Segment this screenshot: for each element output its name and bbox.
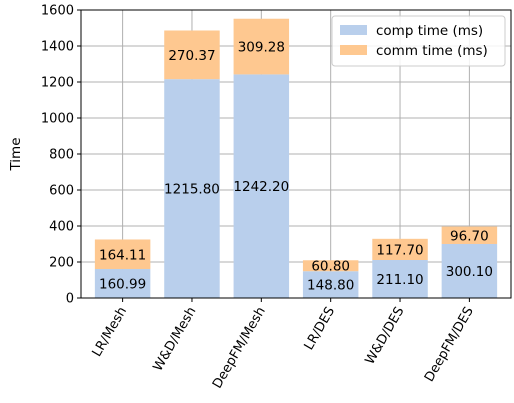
y-tick-label: 1200 [41, 76, 74, 91]
legend-swatch [340, 45, 367, 55]
data-label: 1215.80 [164, 182, 220, 198]
x-tick-label: DeepFM/Mesh [210, 305, 269, 392]
x-tick-label: W&D/DES [363, 305, 408, 368]
bar-comp [94, 269, 151, 298]
y-tick-label: 400 [49, 220, 74, 235]
bar-comp [441, 243, 498, 298]
bar-comm [372, 238, 428, 261]
bar-comp [233, 74, 290, 299]
legend-box [331, 15, 506, 67]
legend-label: comm time (ms) [376, 43, 488, 59]
data-label: 96.70 [450, 228, 489, 244]
y-tick-label: 200 [49, 256, 74, 271]
legend-label: comp time (ms) [376, 23, 483, 39]
bars [94, 18, 498, 299]
data-labels: 160.99 1215.80 1242.20 148.80 211.10 300.10 16… [99, 40, 493, 294]
y-tick-label: 600 [49, 184, 74, 199]
bar-comp [302, 271, 359, 298]
bar-comm [164, 30, 220, 80]
data-label: 211.10 [376, 272, 423, 288]
y-tick-label: 800 [49, 148, 74, 163]
data-label: 1242.20 [233, 179, 289, 195]
x-tick-label: DeepFM/DES [422, 305, 477, 385]
y-tick-label: 1000 [41, 112, 74, 127]
y-tick-label: 0 [66, 292, 74, 307]
data-label: 270.37 [168, 48, 215, 64]
y-tick-label: 1600 [41, 4, 74, 19]
bar-comm [441, 226, 498, 244]
y-axis-label: Time [8, 137, 24, 171]
x-axis-ticks: LR/Mesh W&D/Mesh DeepFM/Mesh LR/DES W&D/DES D… [90, 298, 477, 391]
data-label: 309.28 [238, 40, 285, 56]
x-tick-label: LR/Mesh [90, 305, 130, 360]
data-label: 300.10 [446, 264, 493, 280]
bar-comm [94, 239, 151, 270]
y-axis-ticks: 0 200 400 600 800 1000 1200 1400 1600 [41, 4, 81, 307]
bar-comp [372, 260, 428, 298]
bar-comm [302, 260, 359, 272]
data-label: 164.11 [99, 247, 146, 263]
legend: comp time (ms) comm time (ms) [331, 15, 506, 67]
data-label: 148.80 [307, 278, 354, 294]
data-label: 160.99 [99, 277, 146, 293]
bar-comm [233, 18, 290, 75]
legend-swatch [340, 25, 367, 35]
bar-comp [164, 79, 220, 298]
y-tick-label: 1400 [41, 40, 74, 55]
data-label: 117.70 [376, 242, 423, 258]
data-label: 60.80 [311, 259, 350, 275]
x-tick-label: W&D/Mesh [151, 305, 200, 375]
x-tick-label: LR/DES [302, 305, 339, 353]
